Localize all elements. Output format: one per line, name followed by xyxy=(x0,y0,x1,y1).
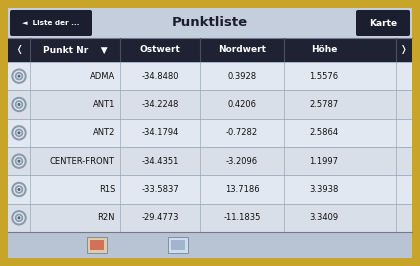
Circle shape xyxy=(17,188,21,191)
Circle shape xyxy=(17,103,21,106)
Text: -3.2096: -3.2096 xyxy=(226,157,258,166)
Text: ANT2: ANT2 xyxy=(93,128,115,137)
Bar xyxy=(8,147,412,175)
Bar xyxy=(8,204,412,232)
Bar xyxy=(168,237,188,253)
Circle shape xyxy=(16,129,23,136)
Circle shape xyxy=(16,101,23,108)
Circle shape xyxy=(16,186,23,193)
Circle shape xyxy=(18,132,20,134)
Circle shape xyxy=(12,69,26,83)
Circle shape xyxy=(17,131,21,135)
Circle shape xyxy=(18,189,20,190)
Circle shape xyxy=(12,98,26,111)
Text: -34.8480: -34.8480 xyxy=(141,72,179,81)
Text: Nordwert: Nordwert xyxy=(218,45,266,55)
Circle shape xyxy=(18,104,20,105)
Text: -34.1794: -34.1794 xyxy=(141,128,178,137)
Text: R2N: R2N xyxy=(97,213,115,222)
Circle shape xyxy=(12,154,26,168)
Text: Punkt Nr    ▼: Punkt Nr ▼ xyxy=(43,45,108,55)
Text: 0.4206: 0.4206 xyxy=(228,100,257,109)
Circle shape xyxy=(12,126,26,140)
Bar xyxy=(8,119,412,147)
Circle shape xyxy=(17,159,21,163)
FancyBboxPatch shape xyxy=(10,10,92,36)
Circle shape xyxy=(17,216,21,220)
Text: 0.3928: 0.3928 xyxy=(228,72,257,81)
Bar xyxy=(8,175,412,204)
Text: -34.2248: -34.2248 xyxy=(141,100,178,109)
Text: Punktliste: Punktliste xyxy=(172,16,248,30)
Circle shape xyxy=(16,73,23,80)
Bar xyxy=(8,38,412,62)
Circle shape xyxy=(18,217,20,219)
Bar xyxy=(171,240,185,250)
Text: -0.7282: -0.7282 xyxy=(226,128,258,137)
Text: ◄  Liste der ...: ◄ Liste der ... xyxy=(22,20,80,26)
Circle shape xyxy=(14,99,24,110)
Text: Ostwert: Ostwert xyxy=(139,45,181,55)
Text: 2.5787: 2.5787 xyxy=(310,100,339,109)
Bar xyxy=(90,240,104,250)
Circle shape xyxy=(14,213,24,223)
Text: 1.5576: 1.5576 xyxy=(310,72,339,81)
Circle shape xyxy=(18,160,20,162)
Text: CENTER-FRONT: CENTER-FRONT xyxy=(50,157,115,166)
Circle shape xyxy=(16,214,23,221)
FancyBboxPatch shape xyxy=(356,10,410,36)
Text: 3.3409: 3.3409 xyxy=(310,213,339,222)
Text: -29.4773: -29.4773 xyxy=(141,213,179,222)
Text: ❭: ❭ xyxy=(400,45,408,55)
Text: 13.7186: 13.7186 xyxy=(225,185,259,194)
Bar xyxy=(87,237,107,253)
Text: 2.5864: 2.5864 xyxy=(310,128,339,137)
Circle shape xyxy=(16,158,23,165)
Text: Höhe: Höhe xyxy=(311,45,337,55)
Text: ADMA: ADMA xyxy=(90,72,115,81)
Text: ❬: ❬ xyxy=(15,45,23,55)
Bar xyxy=(8,62,412,90)
Circle shape xyxy=(14,185,24,194)
Circle shape xyxy=(12,182,26,197)
Text: R1S: R1S xyxy=(99,185,115,194)
Text: -34.4351: -34.4351 xyxy=(141,157,178,166)
Text: 1.1997: 1.1997 xyxy=(310,157,339,166)
Bar xyxy=(8,8,412,38)
Text: -33.5837: -33.5837 xyxy=(141,185,179,194)
Text: Karte: Karte xyxy=(369,19,397,27)
Circle shape xyxy=(17,74,21,78)
Text: -11.1835: -11.1835 xyxy=(223,213,261,222)
Circle shape xyxy=(12,211,26,225)
Circle shape xyxy=(18,75,20,77)
Text: ANT1: ANT1 xyxy=(93,100,115,109)
Text: 3.3938: 3.3938 xyxy=(309,185,339,194)
Bar xyxy=(8,90,412,119)
Bar xyxy=(8,232,412,258)
Circle shape xyxy=(14,128,24,138)
Circle shape xyxy=(14,71,24,81)
Circle shape xyxy=(14,156,24,166)
